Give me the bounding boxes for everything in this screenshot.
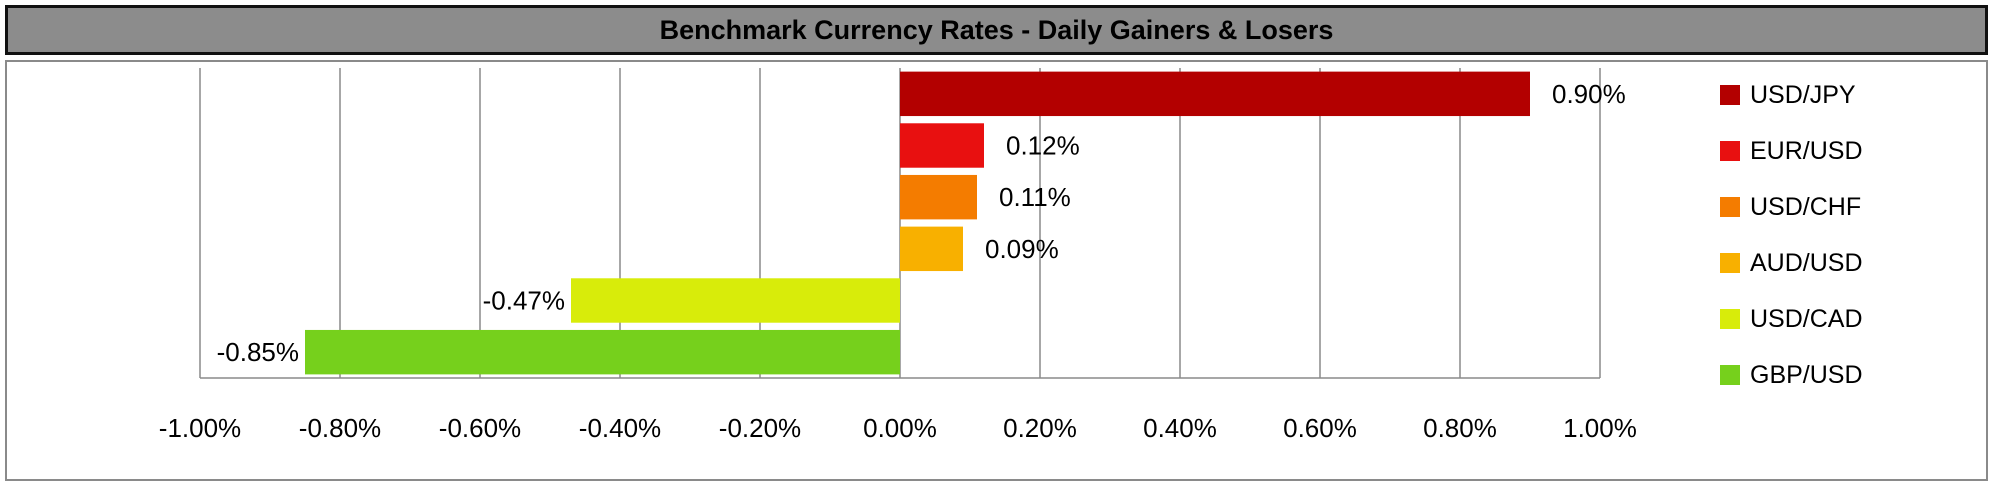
legend-swatch bbox=[1720, 85, 1740, 105]
x-tick-label: -0.80% bbox=[299, 413, 381, 443]
bar-usd-chf bbox=[900, 174, 977, 220]
data-label: -0.47% bbox=[483, 286, 565, 316]
x-tick-label: 1.00% bbox=[1563, 413, 1637, 443]
title-bar: Benchmark Currency Rates - Daily Gainers… bbox=[5, 5, 1988, 55]
legend-label: USD/CAD bbox=[1750, 304, 1863, 333]
data-label: 0.09% bbox=[985, 234, 1059, 264]
bar-gbp-usd bbox=[305, 329, 900, 375]
bar-usd-jpy bbox=[900, 71, 1530, 117]
data-label: 0.11% bbox=[999, 182, 1071, 212]
legend-label: AUD/USD bbox=[1750, 248, 1863, 277]
legend-item: USD/JPY bbox=[1720, 78, 1856, 112]
bar-eur-usd bbox=[900, 123, 984, 168]
legend-swatch bbox=[1720, 309, 1740, 329]
legend-label: EUR/USD bbox=[1750, 136, 1863, 165]
legend-swatch bbox=[1720, 141, 1740, 161]
x-tick-label: 0.60% bbox=[1283, 413, 1357, 443]
legend-item: EUR/USD bbox=[1720, 134, 1863, 168]
legend-label: USD/JPY bbox=[1750, 80, 1856, 109]
data-label: 0.90% bbox=[1552, 79, 1626, 109]
bar-aud-usd bbox=[900, 226, 963, 272]
x-tick-label: -0.20% bbox=[719, 413, 801, 443]
data-label: 0.12% bbox=[1006, 131, 1080, 161]
x-tick-label: 0.20% bbox=[1003, 413, 1077, 443]
legend-swatch bbox=[1720, 365, 1740, 385]
legend-label: GBP/USD bbox=[1750, 360, 1863, 389]
x-tick-label: -1.00% bbox=[159, 413, 241, 443]
x-tick-label: 0.80% bbox=[1423, 413, 1497, 443]
chart-area-border bbox=[5, 60, 1988, 481]
chart-title: Benchmark Currency Rates - Daily Gainers… bbox=[659, 14, 1334, 45]
legend-item: USD/CAD bbox=[1720, 302, 1863, 336]
bar-usd-cad bbox=[571, 278, 900, 323]
legend-item: AUD/USD bbox=[1720, 246, 1863, 280]
legend-label: USD/CHF bbox=[1750, 192, 1862, 221]
legend-swatch bbox=[1720, 253, 1740, 273]
x-tick-label: 0.40% bbox=[1143, 413, 1217, 443]
x-tick-label: 0.00% bbox=[863, 413, 937, 443]
legend-item: GBP/USD bbox=[1720, 358, 1863, 392]
x-tick-label: -0.40% bbox=[579, 413, 661, 443]
legend-swatch bbox=[1720, 197, 1740, 217]
x-tick-label: -0.60% bbox=[439, 413, 521, 443]
legend-item: USD/CHF bbox=[1720, 190, 1861, 224]
data-label: -0.85% bbox=[217, 337, 299, 367]
